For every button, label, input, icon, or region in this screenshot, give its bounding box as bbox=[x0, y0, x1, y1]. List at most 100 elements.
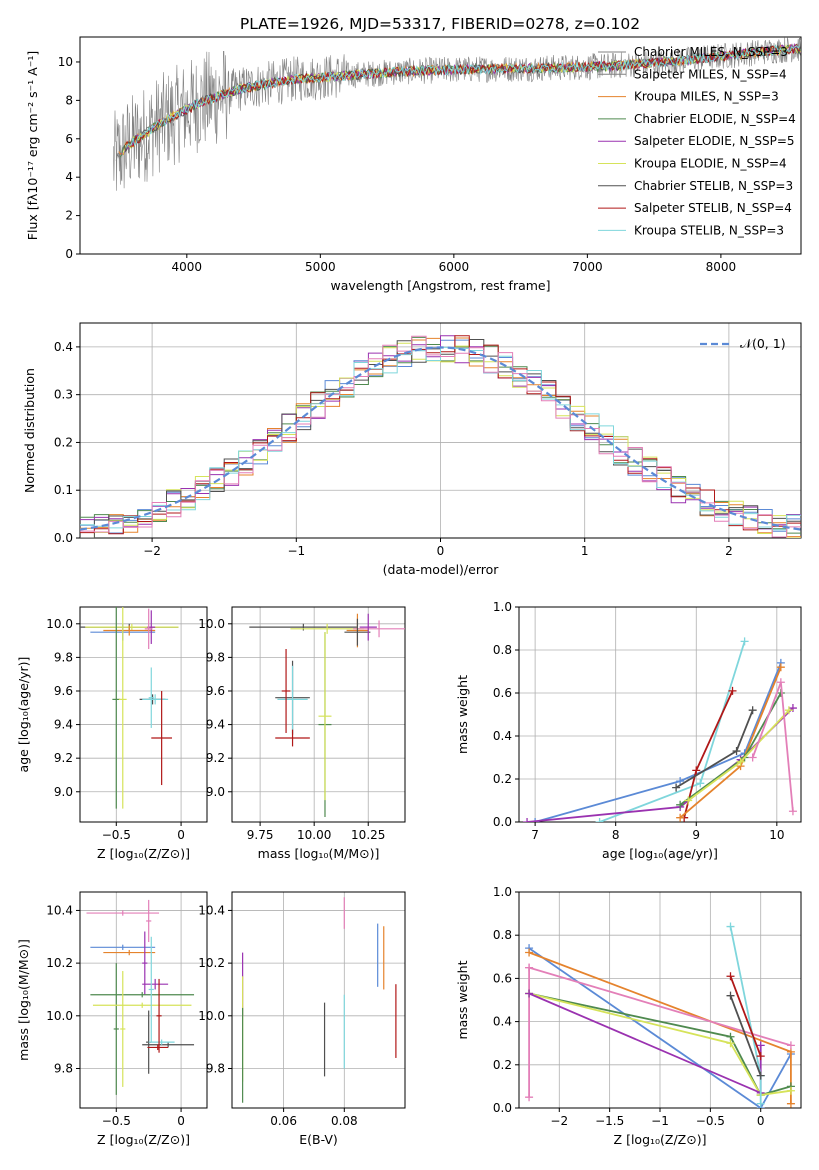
y-tick-label: 10.0 bbox=[198, 617, 225, 631]
normal-curve bbox=[80, 346, 801, 531]
x-tick-label: 9 bbox=[692, 828, 700, 842]
chart-spectrum: 4000 5000 6000 7000 8000 0 2 4 6 8 10 wavelength [A… bbox=[25, 36, 802, 293]
x-axis-label: Z [log₁₀(Z/Z⊙)] bbox=[614, 1132, 707, 1147]
weight-series-line bbox=[729, 975, 762, 1057]
weight-point-marker bbox=[692, 766, 701, 775]
chart-Z_weight: −2 −1.5 −1 −0.5 0 0.0 0.2 0.4 0.6 0.8 1.0 Z [log₁₀(… bbox=[455, 885, 802, 1147]
y-tick-label: 0.1 bbox=[54, 483, 73, 497]
y-axis-label: age [log₁₀(age/yr)] bbox=[16, 657, 31, 773]
y-tick-label: 9.0 bbox=[54, 785, 73, 799]
plot-area bbox=[249, 613, 405, 817]
x-tick-label: −1 bbox=[287, 544, 305, 558]
axes-frame bbox=[231, 891, 406, 1109]
histogram-series bbox=[80, 335, 801, 538]
legend-label: Salpeter ELODIE, N_SSP=5 bbox=[634, 134, 795, 148]
weight-point-marker bbox=[523, 818, 532, 822]
y-tick-label: 0.4 bbox=[493, 729, 512, 743]
x-axis-label: wavelength [Angstrom, rest frame] bbox=[330, 278, 550, 293]
chart-mass_age: 9.75 10.00 10.25 9.0 9.2 9.4 9.6 9.8 10.0 mass [l… bbox=[198, 606, 406, 861]
weight-point-marker bbox=[525, 1093, 534, 1102]
y-tick-label: 0.4 bbox=[54, 340, 73, 354]
weight-point-marker bbox=[726, 991, 735, 1000]
axes-frame bbox=[518, 891, 802, 1109]
weight-point-marker bbox=[736, 757, 745, 766]
x-tick-label: 6000 bbox=[439, 260, 470, 274]
y-tick-label: 10.2 bbox=[46, 956, 73, 970]
x-tick-label: 7 bbox=[531, 828, 539, 842]
y-tick-label: 0.0 bbox=[54, 531, 73, 545]
axes-frame bbox=[79, 36, 802, 255]
weight-point-marker bbox=[726, 922, 735, 931]
x-tick-label: −1 bbox=[651, 1114, 669, 1128]
weight-point-marker bbox=[672, 783, 681, 792]
legend-label: 𝒩(0, 1) bbox=[740, 336, 786, 351]
x-tick-label: 2 bbox=[725, 544, 733, 558]
weight-point-marker bbox=[726, 972, 735, 981]
x-axis-label: Z [log₁₀(Z/Z⊙)] bbox=[97, 1132, 190, 1147]
y-tick-label: 0.2 bbox=[493, 772, 512, 786]
y-tick-label: 9.6 bbox=[54, 684, 73, 698]
x-tick-label: 4000 bbox=[172, 260, 203, 274]
y-tick-label: 2 bbox=[65, 209, 73, 223]
x-tick-label: −0.5 bbox=[102, 1114, 131, 1128]
y-axis-label: mass weight bbox=[455, 960, 470, 1039]
weight-series-line bbox=[528, 966, 792, 1047]
x-tick-label: 0 bbox=[757, 1114, 765, 1128]
x-tick-label: −0.5 bbox=[102, 828, 131, 842]
y-tick-label: 0.3 bbox=[54, 388, 73, 402]
weight-point-marker bbox=[756, 1099, 765, 1108]
y-tick-label: 9.8 bbox=[206, 650, 225, 664]
chart-residuals: −2 −1 0 1 2 0.0 0.1 0.2 0.3 0.4 (data-model)/error… bbox=[22, 322, 802, 577]
weight-point-marker bbox=[786, 1099, 795, 1108]
x-tick-label: −0.5 bbox=[696, 1114, 725, 1128]
y-tick-label: 0.8 bbox=[493, 643, 512, 657]
weight-point-marker bbox=[676, 777, 685, 786]
weight-point-marker bbox=[676, 813, 685, 822]
x-axis-label: E(B-V) bbox=[299, 1132, 338, 1147]
y-tick-label: 0.2 bbox=[54, 435, 73, 449]
y-tick-label: 9.6 bbox=[206, 684, 225, 698]
y-tick-label: 9.4 bbox=[54, 718, 73, 732]
legend-label: Kroupa MILES, N_SSP=3 bbox=[634, 90, 779, 104]
weight-series-line bbox=[528, 947, 792, 1108]
weight-point-marker bbox=[784, 706, 793, 715]
y-tick-label: 0.0 bbox=[493, 815, 512, 829]
x-tick-label: 0 bbox=[437, 544, 445, 558]
weight-point-marker bbox=[756, 1052, 765, 1061]
weight-point-marker bbox=[786, 1041, 795, 1050]
y-tick-label: 1.0 bbox=[493, 600, 512, 614]
x-tick-label: 8 bbox=[612, 828, 620, 842]
x-tick-label: 10 bbox=[769, 828, 784, 842]
legend-label: Kroupa ELODIE, N_SSP=4 bbox=[634, 157, 787, 171]
plot-area bbox=[80, 335, 801, 538]
y-tick-label: 4 bbox=[65, 170, 73, 184]
axes-frame bbox=[518, 606, 802, 823]
x-tick-label: 10.00 bbox=[297, 828, 331, 842]
y-tick-label: 9.4 bbox=[206, 718, 225, 732]
axes-frame bbox=[79, 322, 802, 539]
weight-point-marker bbox=[676, 800, 685, 809]
weight-point-marker bbox=[740, 637, 749, 646]
legend-label: Kroupa STELIB, N_SSP=3 bbox=[634, 223, 784, 237]
legend-label: Salpeter MILES, N_SSP=4 bbox=[634, 67, 787, 81]
x-tick-label: 0 bbox=[177, 1114, 185, 1128]
legend-label: Chabrier MILES, N_SSP=3 bbox=[634, 45, 788, 59]
x-tick-label: 0 bbox=[177, 828, 185, 842]
weight-point-marker bbox=[756, 1041, 765, 1050]
plot-area bbox=[242, 897, 397, 1103]
weight-series-line bbox=[534, 662, 782, 822]
x-tick-label: 9.75 bbox=[247, 828, 274, 842]
weight-point-marker bbox=[525, 948, 534, 957]
x-tick-label: 10.25 bbox=[351, 828, 385, 842]
weight-point-marker bbox=[776, 678, 785, 687]
y-tick-label: 9.8 bbox=[206, 1061, 225, 1075]
axes-frame bbox=[231, 606, 406, 823]
chart-Z_age: −0.5 0 9.0 9.2 9.4 9.6 9.8 10.0 Z [log₁₀(Z/Z⊙)] a… bbox=[16, 606, 208, 861]
y-tick-label: 0.2 bbox=[493, 1058, 512, 1072]
weight-point-marker bbox=[732, 747, 741, 756]
weight-point-marker bbox=[788, 704, 797, 713]
y-tick-label: 10 bbox=[58, 55, 73, 69]
weight-point-marker bbox=[748, 753, 757, 762]
weight-point-marker bbox=[595, 818, 604, 822]
